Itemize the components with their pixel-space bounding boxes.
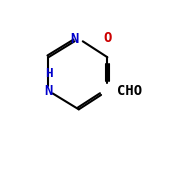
Text: CHO: CHO (117, 84, 142, 98)
Text: N: N (44, 84, 53, 98)
Text: O: O (103, 31, 111, 45)
Text: N: N (70, 32, 79, 46)
Text: H: H (45, 67, 52, 80)
